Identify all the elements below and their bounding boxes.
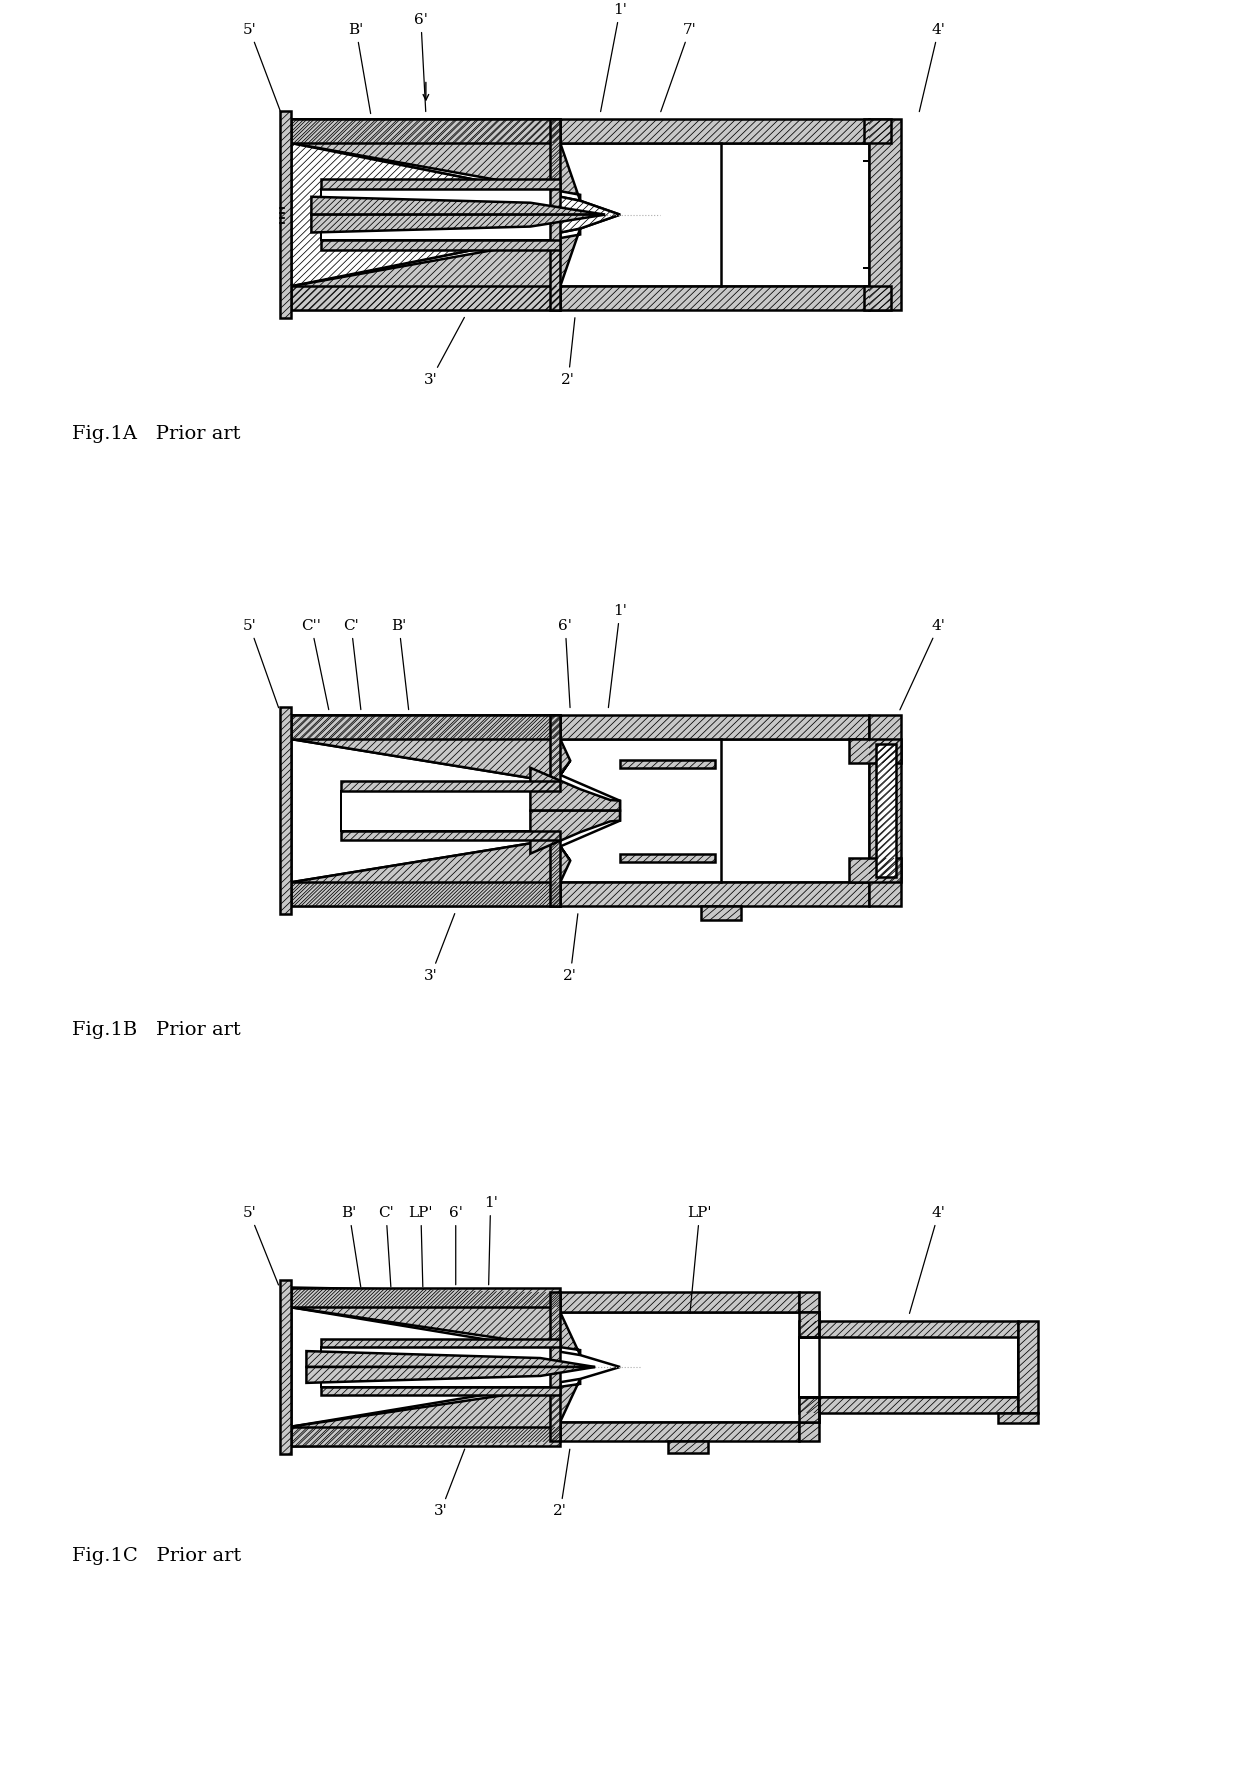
Polygon shape [800,1397,820,1422]
Text: 5': 5' [243,23,280,113]
Polygon shape [551,1292,560,1442]
Text: 3': 3' [424,318,464,386]
Text: C': C' [343,618,361,709]
Polygon shape [291,120,580,200]
Polygon shape [291,120,560,143]
Polygon shape [800,1292,820,1312]
Polygon shape [291,715,570,783]
Text: 5': 5' [243,1206,279,1285]
Text: 3': 3' [434,1449,465,1517]
Polygon shape [551,715,560,906]
Bar [321,189,560,241]
Text: B': B' [348,23,371,114]
Polygon shape [531,811,620,854]
Text: Fig.1B   Prior art: Fig.1B Prior art [72,1020,242,1040]
Polygon shape [800,1422,820,1442]
Bar [341,792,560,831]
Polygon shape [311,214,605,232]
Polygon shape [306,1351,595,1367]
Text: 3': 3' [424,913,455,983]
Text: LP': LP' [409,1206,433,1287]
Polygon shape [291,229,580,309]
Polygon shape [306,1367,595,1383]
Text: B': B' [341,1206,361,1287]
Polygon shape [279,1279,291,1455]
Polygon shape [800,1397,1018,1414]
Polygon shape [291,143,620,286]
Text: 2': 2' [563,913,578,983]
Text: Fig.1A   Prior art: Fig.1A Prior art [72,425,241,443]
Polygon shape [279,708,291,913]
Polygon shape [560,120,869,143]
Polygon shape [560,1292,800,1312]
Bar [321,1347,560,1387]
Polygon shape [311,197,605,214]
Polygon shape [668,1442,708,1453]
Polygon shape [869,120,900,309]
Text: 6': 6' [558,618,572,708]
Polygon shape [291,143,620,286]
Text: 4': 4' [900,618,946,709]
Text: LP': LP' [687,1206,712,1313]
Polygon shape [560,1422,800,1442]
Polygon shape [291,883,560,906]
Bar [800,1337,1018,1397]
Polygon shape [1018,1321,1038,1414]
Polygon shape [531,768,620,811]
Polygon shape [560,715,869,740]
Text: 5': 5' [243,618,279,708]
Text: 1': 1' [600,4,627,111]
Polygon shape [864,120,890,143]
Polygon shape [291,286,560,309]
Polygon shape [321,179,560,189]
Polygon shape [701,906,740,920]
Polygon shape [279,111,291,318]
Text: 4': 4' [909,1206,946,1313]
Text: 6': 6' [414,13,428,111]
Polygon shape [849,858,900,883]
Text: C': C' [378,1206,394,1287]
Bar [560,143,869,286]
Bar [560,1312,820,1422]
Polygon shape [321,1338,560,1347]
Polygon shape [875,743,895,877]
Text: 7': 7' [661,23,697,113]
Polygon shape [864,286,890,309]
Bar [560,740,869,883]
Polygon shape [291,1380,580,1446]
Polygon shape [341,781,560,792]
Polygon shape [560,286,869,309]
Polygon shape [321,1387,560,1396]
Text: 2': 2' [562,318,575,386]
Polygon shape [291,1426,560,1446]
Polygon shape [849,740,900,763]
Text: C'': C'' [301,618,329,709]
Text: 1': 1' [609,604,627,708]
Polygon shape [291,1308,620,1426]
Text: 4': 4' [919,23,946,111]
Polygon shape [291,740,620,883]
Polygon shape [800,1312,820,1337]
Polygon shape [620,759,714,768]
Text: 1': 1' [484,1196,497,1285]
Polygon shape [620,854,714,861]
Polygon shape [321,241,560,250]
Text: 2': 2' [553,1449,570,1517]
Polygon shape [560,883,869,906]
Polygon shape [291,840,570,906]
Text: 6': 6' [449,1206,463,1285]
Polygon shape [800,1321,1018,1337]
Polygon shape [341,831,560,840]
Polygon shape [291,1287,560,1308]
Polygon shape [291,1287,580,1355]
Polygon shape [998,1414,1038,1422]
Polygon shape [551,120,560,309]
Text: B': B' [392,618,409,709]
Polygon shape [291,715,560,740]
Text: Fig.1C   Prior art: Fig.1C Prior art [72,1548,242,1565]
Polygon shape [869,715,900,906]
